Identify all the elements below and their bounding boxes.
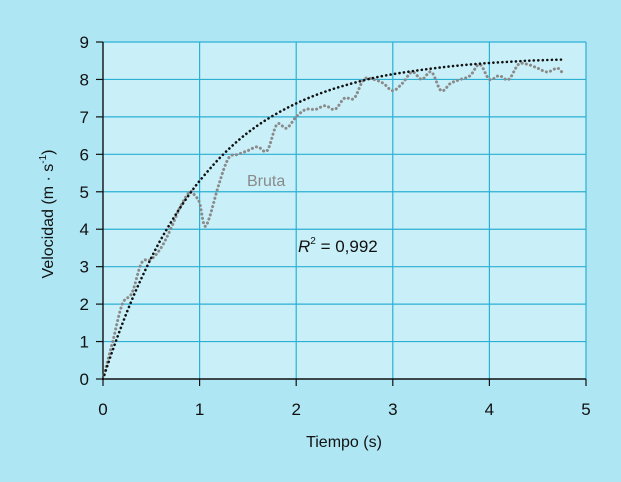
y-tick-label: 2 [80, 295, 89, 314]
fit-curve-line [101, 58, 564, 381]
raw-data-line [101, 61, 564, 381]
y-axis-label-main: Velocidad (m · s [40, 164, 57, 279]
x-tick-label: 2 [291, 400, 300, 419]
y-tick-label: 8 [80, 70, 89, 89]
r-squared-annotation: R2 = 0,992 [298, 236, 378, 256]
r2-superscript: 2 [310, 236, 316, 247]
gridlines [103, 41, 587, 379]
raw-series-label: Bruta [247, 173, 285, 190]
y-axis-label-superscript: -1 [38, 154, 49, 163]
plot-area [103, 42, 586, 379]
y-axis-label-close: ) [40, 150, 57, 155]
y-axis-label: Velocidad (m · s-1) [38, 150, 57, 279]
y-tick-label: 0 [80, 370, 89, 389]
r2-value: = 0,992 [316, 237, 378, 256]
series-layer [101, 58, 564, 381]
y-tick-label: 1 [80, 333, 89, 352]
y-tick-label: 5 [80, 183, 89, 202]
x-tick-label: 3 [388, 400, 397, 419]
x-tick-label: 4 [485, 400, 494, 419]
tick-labels: 0 1 2 3 4 5 6 7 8 9 0 1 2 3 4 5 [80, 33, 591, 419]
r2-symbol: R [298, 237, 310, 256]
y-tick-label: 4 [80, 220, 89, 239]
x-axis-label: Tiempo (s) [306, 434, 382, 451]
y-tick-label: 3 [80, 258, 89, 277]
y-tick-label: 9 [80, 33, 89, 52]
x-tick-label: 1 [195, 400, 204, 419]
axes [96, 41, 587, 386]
y-tick-label: 6 [80, 145, 89, 164]
y-tick-label: 7 [80, 108, 89, 127]
x-tick-label: 0 [98, 400, 107, 419]
x-tick-label: 5 [581, 400, 590, 419]
